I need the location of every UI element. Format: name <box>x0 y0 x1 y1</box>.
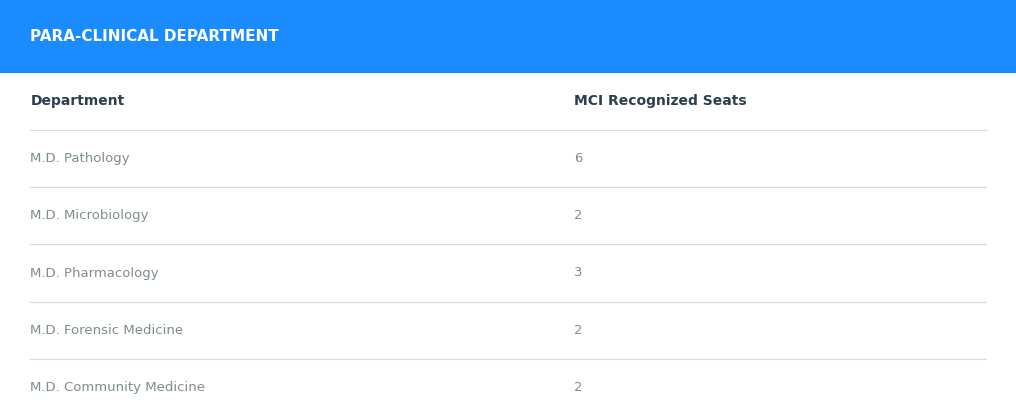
Text: 2: 2 <box>574 381 582 394</box>
Text: M.D. Pathology: M.D. Pathology <box>30 152 130 165</box>
Text: 2: 2 <box>574 209 582 222</box>
FancyBboxPatch shape <box>0 0 1016 73</box>
Text: 2: 2 <box>574 324 582 337</box>
Text: PARA-CLINICAL DEPARTMENT: PARA-CLINICAL DEPARTMENT <box>30 29 279 44</box>
Text: 6: 6 <box>574 152 582 165</box>
Text: M.D. Microbiology: M.D. Microbiology <box>30 209 149 222</box>
Text: M.D. Community Medicine: M.D. Community Medicine <box>30 381 205 394</box>
Text: M.D. Pharmacology: M.D. Pharmacology <box>30 267 160 280</box>
Text: MCI Recognized Seats: MCI Recognized Seats <box>574 94 747 109</box>
Text: Department: Department <box>30 94 125 109</box>
Text: 3: 3 <box>574 267 582 280</box>
Text: M.D. Forensic Medicine: M.D. Forensic Medicine <box>30 324 184 337</box>
